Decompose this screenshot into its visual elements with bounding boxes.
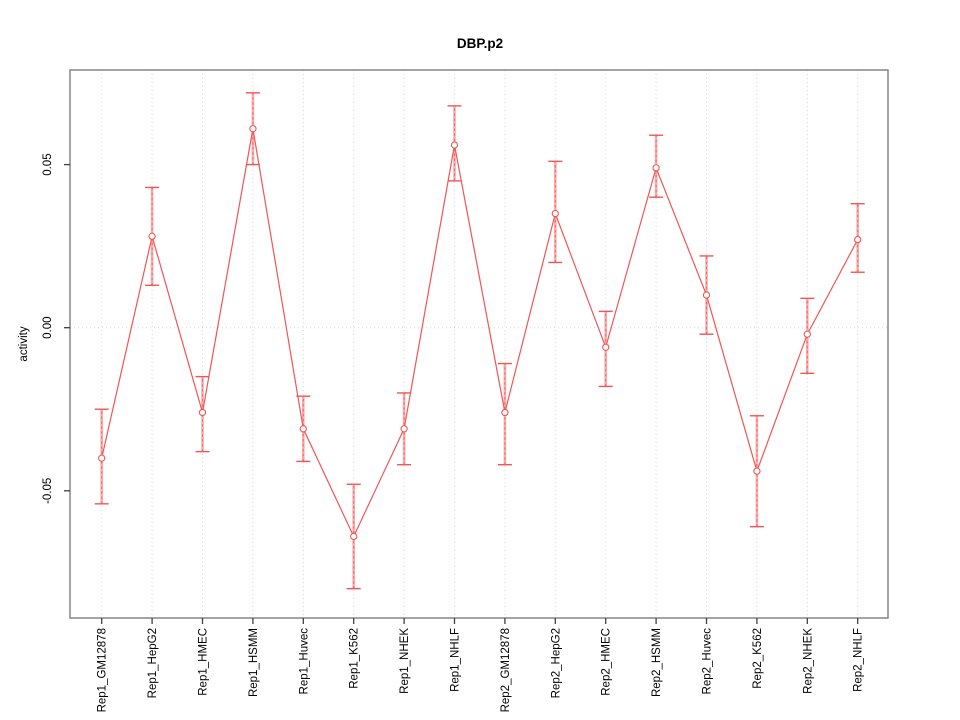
data-point-marker <box>501 408 509 417</box>
x-tick-label: Rep1_GM12878 <box>97 628 109 712</box>
x-tick-labels: Rep1_GM12878 Rep1_HepG2 Rep1_HMEC Rep1_HSMM… <box>97 628 865 713</box>
x-tick-label: Rep2_HepG2 <box>550 628 562 698</box>
data-point-marker <box>249 125 257 133</box>
data-point-marker <box>400 425 408 433</box>
x-tick-label: Rep2_GM12878 <box>500 628 512 712</box>
data-point-marker <box>803 330 811 338</box>
data-point-marker <box>299 425 307 433</box>
y-tick-label: 0.00 <box>42 316 54 338</box>
data-point-marker <box>652 164 660 172</box>
y-tick-labels: 0.05 0.00 -0.05 <box>42 153 54 503</box>
x-tick-label: Rep2_NHEK <box>802 628 814 694</box>
data-point-marker <box>350 532 358 541</box>
x-tick-label: Rep1_NHLF <box>450 628 462 692</box>
x-tick-label: Rep1_HSMM <box>248 628 260 697</box>
plot-box <box>69 69 889 619</box>
x-tick-label: Rep1_HMEC <box>198 628 210 696</box>
y-tick-label: 0.05 <box>42 153 54 175</box>
data-point-marker <box>198 408 207 417</box>
y-axis-title: activity <box>18 326 30 361</box>
data-point-marker <box>602 343 610 351</box>
x-tick-label: Rep2_NHLF <box>853 628 865 692</box>
gridlines <box>70 70 888 618</box>
x-tick-label: Rep1_K562 <box>349 628 361 689</box>
x-tick-label: Rep2_HSMM <box>651 628 663 697</box>
chart-title: DBP.p2 <box>457 36 503 51</box>
x-tick-label: Rep1_HepG2 <box>147 628 159 698</box>
data-series <box>94 92 865 590</box>
data-point-marker <box>854 235 862 244</box>
data-point-marker <box>702 291 711 299</box>
data-point-marker <box>148 232 156 241</box>
x-tick-label: Rep2_HMEC <box>601 628 613 696</box>
data-point-marker <box>450 141 459 149</box>
x-tick-label: Rep1_Huvec <box>298 628 310 695</box>
data-point-marker <box>98 454 106 462</box>
y-tick-label: -0.05 <box>42 478 54 504</box>
plot-border <box>69 69 889 619</box>
series-line <box>101 128 859 538</box>
x-tick-label: Rep1_NHEK <box>399 628 411 694</box>
data-point-marker <box>551 209 559 218</box>
x-tick-label: Rep2_K562 <box>752 628 764 689</box>
data-point-marker <box>753 467 761 475</box>
axis-ticks <box>64 163 859 624</box>
x-tick-label: Rep2_Huvec <box>702 628 714 695</box>
